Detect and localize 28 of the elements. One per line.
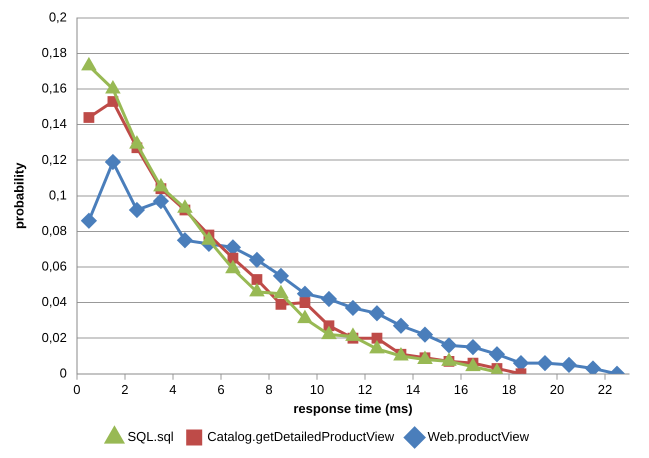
legend-label: Web.productView [428, 429, 530, 444]
y-tick-label: 0,04 [42, 294, 67, 310]
x-tick-label: 2 [121, 382, 129, 398]
y-tick-label: 0,08 [42, 222, 67, 238]
x-tick-label: 12 [358, 382, 372, 398]
y-tick-label: 0 [60, 365, 67, 380]
x-tick-label: 14 [406, 382, 420, 398]
x-tick-label: 16 [454, 382, 468, 398]
y-tick-label: 0,16 [42, 80, 67, 96]
legend-label: SQL.sql [127, 429, 174, 444]
x-tick-label: 20 [550, 382, 564, 398]
legend-label: Catalog.getDetailedProductView [207, 429, 395, 444]
y-tick-label: 0,02 [42, 330, 67, 345]
x-tick-label: 18 [502, 382, 516, 398]
y-tick-label: 0,2 [48, 9, 67, 24]
x-tick-label: 4 [169, 382, 177, 398]
y-axis-title: probability [11, 162, 26, 230]
x-tick-label: 22 [598, 382, 612, 398]
y-tick-label: 0,18 [42, 44, 67, 60]
x-tick-label: 8 [265, 382, 273, 398]
y-tick-label: 0,14 [42, 116, 67, 132]
x-tick-label: 6 [217, 382, 225, 398]
y-tick-label: 0,1 [48, 187, 67, 202]
x-tick-label: 10 [310, 382, 324, 398]
y-tick-label: 0,06 [42, 258, 67, 274]
y-tick-label: 0,12 [42, 152, 67, 167]
x-axis-title: response time (ms) [293, 400, 413, 416]
x-tick-label: 0 [73, 382, 81, 398]
